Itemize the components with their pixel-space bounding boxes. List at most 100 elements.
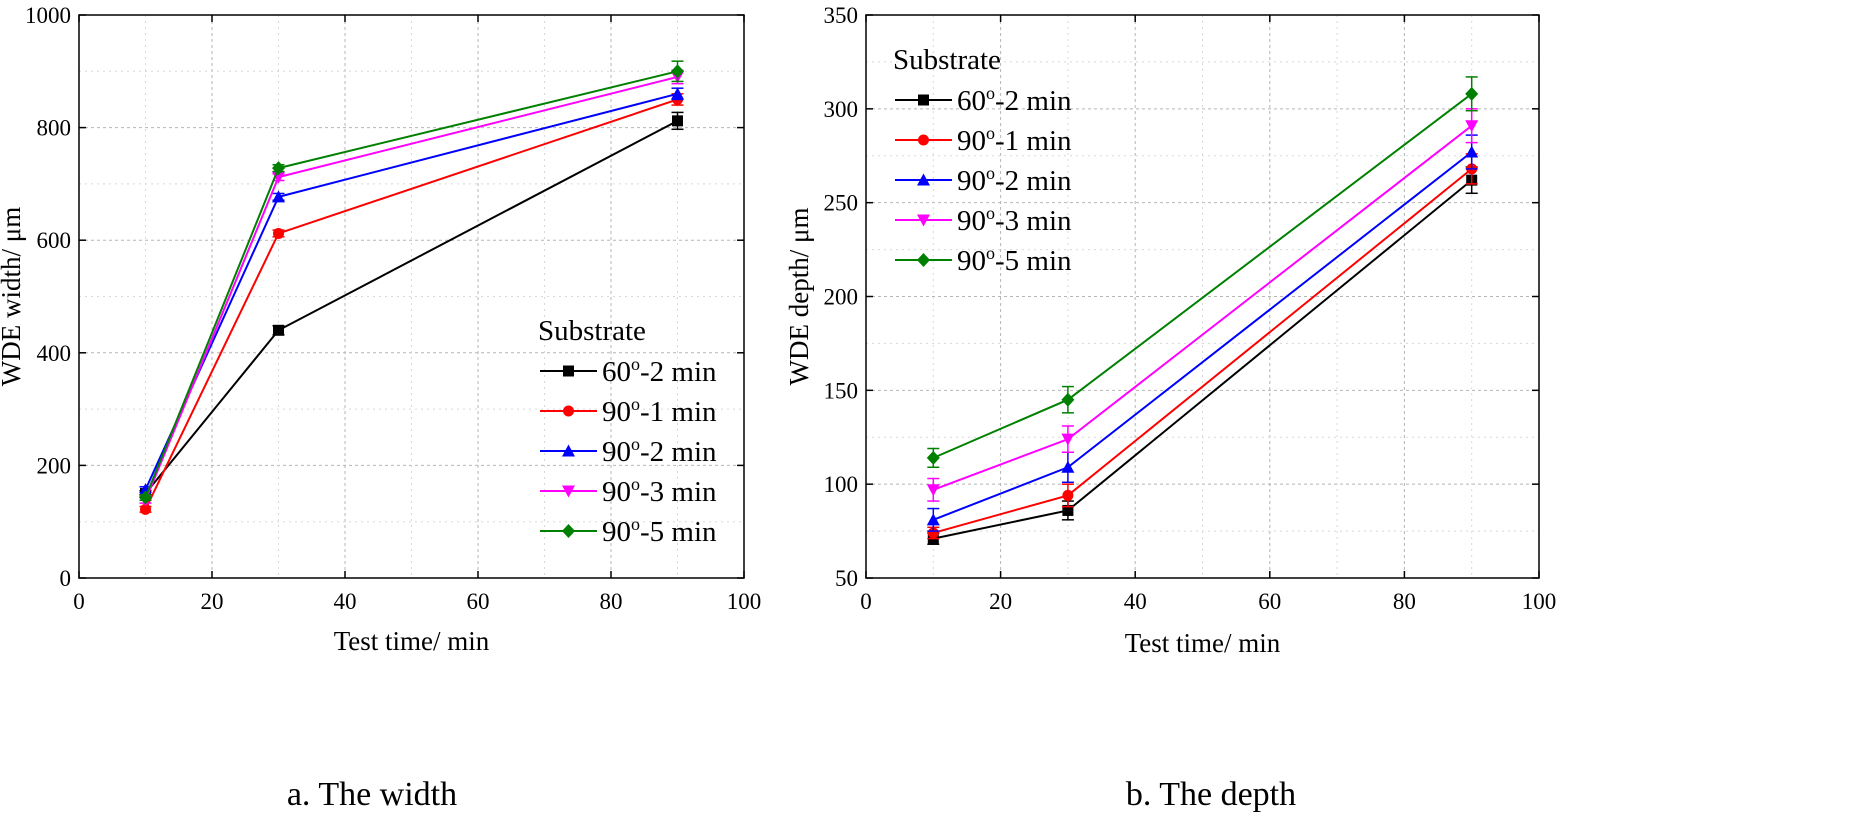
depth-chart: 0 20 40 60 80 100 50 100 150 200 250 300 350 Test tim… <box>784 3 1556 813</box>
x-axis-label: Test time/ min <box>1125 628 1281 658</box>
legend-label-sup: o <box>986 123 995 143</box>
legend-label-main: 90 <box>602 436 631 468</box>
legend-label-rest: -2 min <box>995 165 1072 197</box>
data-point <box>926 513 940 526</box>
series-90-5-min <box>139 60 684 505</box>
data-point <box>926 484 940 497</box>
x-tick-label: 0 <box>73 589 85 614</box>
axes: 0 20 40 60 80 100 50 100 150 200 250 300 350 <box>824 3 1557 614</box>
y-tick-label: 50 <box>835 566 858 591</box>
x-tick-label: 20 <box>989 589 1012 614</box>
y-tick-label: 0 <box>60 566 72 591</box>
x-tick-label: 40 <box>1124 589 1147 614</box>
data-point <box>1061 433 1075 446</box>
legend-title: Substrate <box>893 44 1001 76</box>
y-tick-label: 300 <box>824 97 859 122</box>
data-point <box>1465 120 1479 133</box>
legend-label-main: 90 <box>957 245 986 277</box>
legend-label: 90o-2 min <box>602 434 717 468</box>
legend-item-90-3-min: 90o-3 min <box>895 203 1072 237</box>
y-tick-label: 400 <box>37 341 72 366</box>
y-tick-label: 800 <box>37 116 72 141</box>
data-point <box>272 161 285 176</box>
legend-marker <box>562 524 575 538</box>
legend-label: 90o-5 min <box>957 243 1072 277</box>
y-tick-label: 600 <box>37 228 72 253</box>
data-point <box>273 324 284 336</box>
x-tick-label: 80 <box>600 589 623 614</box>
y-tick-label: 250 <box>824 191 859 216</box>
y-tick-label: 200 <box>824 285 859 310</box>
data-point <box>1465 86 1479 101</box>
series-line <box>144 70 678 498</box>
legend-label-rest: -3 min <box>640 476 717 508</box>
legend-label: 90o-1 min <box>957 123 1072 157</box>
y-tick-label: 150 <box>824 378 859 403</box>
legend-label-rest: -2 min <box>995 85 1072 117</box>
data-point <box>140 503 151 515</box>
legend-label-sup: o <box>631 394 640 414</box>
legend-label-sup: o <box>631 354 640 374</box>
x-tick-label: 60 <box>1258 589 1281 614</box>
x-tick-label: 60 <box>467 589 490 614</box>
legend-label: 90o-2 min <box>957 163 1072 197</box>
y-axis-label: WDE depth/ μm <box>784 208 814 386</box>
legend-label-main: 90 <box>957 205 986 237</box>
x-tick-label: 80 <box>1393 589 1416 614</box>
legend-label-sup: o <box>986 83 995 103</box>
legend-label-rest: -1 min <box>995 125 1072 157</box>
legend-item-90-1-min: 90o-1 min <box>895 123 1072 157</box>
legend-label-rest: -2 min <box>640 436 717 468</box>
legend-item-90-2-min: 90o-2 min <box>895 163 1072 197</box>
legend-label-main: 90 <box>957 125 986 157</box>
legend-label-main: 60 <box>602 356 631 388</box>
figure-caption: b. The depth <box>1126 776 1296 813</box>
x-tick-label: 100 <box>1522 589 1557 614</box>
data-point <box>671 87 684 100</box>
legend-label-sup: o <box>986 163 995 183</box>
legend-marker <box>563 405 574 417</box>
data-point <box>671 64 684 79</box>
legend-label: 90o-1 min <box>602 394 717 428</box>
legend-item-90-1-min: 90o-1 min <box>540 394 717 428</box>
legend-label-rest: -2 min <box>640 356 717 388</box>
legend-label-main: 90 <box>957 165 986 197</box>
legend-item-90-3-min: 90o-3 min <box>540 474 717 508</box>
data-point <box>672 115 683 127</box>
series-90-2-min <box>926 134 1479 532</box>
series-90-5-min <box>926 76 1479 469</box>
legend-label: 60o-2 min <box>957 83 1072 117</box>
x-tick-label: 20 <box>201 589 224 614</box>
legend-label: 60o-2 min <box>602 354 717 388</box>
x-tick-label: 40 <box>334 589 357 614</box>
y-tick-label: 200 <box>37 453 72 478</box>
legend-label-sup: o <box>631 514 640 534</box>
legend-label-main: 90 <box>602 476 631 508</box>
legend-label-sup: o <box>986 203 995 223</box>
legend-marker <box>917 173 930 186</box>
legend-label-sup: o <box>631 434 640 454</box>
y-tick-label: 350 <box>824 3 859 28</box>
legend-marker <box>918 134 929 146</box>
legend-label-main: 60 <box>957 85 986 117</box>
data-point <box>1062 489 1074 501</box>
legend-label-rest: -3 min <box>995 205 1072 237</box>
plot-frame <box>78 14 745 579</box>
data-point <box>272 190 285 203</box>
legend-label: 90o-5 min <box>602 514 717 548</box>
series-90-3-min <box>926 108 1479 502</box>
legend-marker <box>917 214 930 227</box>
legend-item-90-5-min: 90o-5 min <box>895 243 1072 277</box>
data-point <box>1465 145 1479 158</box>
legend-label-rest: -5 min <box>995 245 1072 277</box>
legend-marker <box>918 94 929 106</box>
legend-label-main: 90 <box>602 396 631 428</box>
data-point <box>139 490 152 505</box>
legend-label-rest: -1 min <box>640 396 717 428</box>
legend-label-main: 90 <box>602 516 631 548</box>
